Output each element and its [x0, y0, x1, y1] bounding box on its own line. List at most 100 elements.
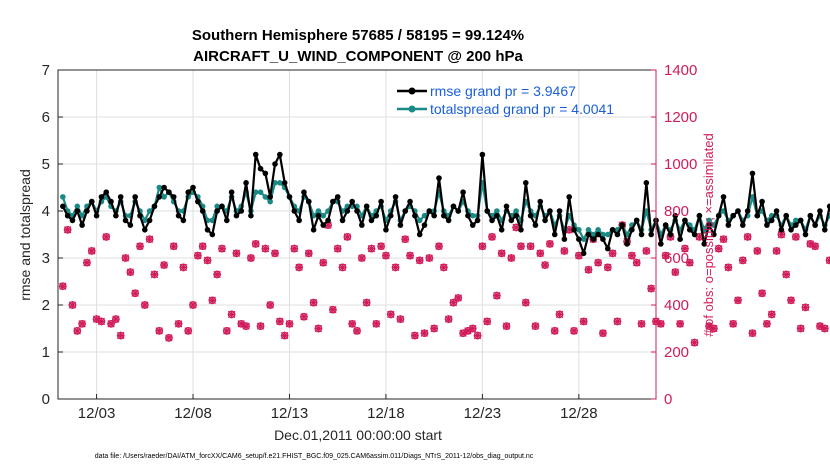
rmse-point [257, 165, 264, 172]
obs-assimilated-point [710, 324, 718, 333]
y-axis-right: 0 200 400 600 800 1000 1200 1400 [651, 62, 697, 408]
obs-assimilated-point [141, 301, 149, 309]
y-axis-left: 0 1 2 3 4 5 6 7 [42, 62, 63, 408]
rmse-point [595, 231, 601, 238]
rmse-point [93, 212, 100, 219]
obs-assimilated-point [107, 320, 115, 328]
rmse-point [117, 194, 124, 200]
obs-assimilated-point [637, 320, 646, 328]
obs-assimilated-point [131, 289, 139, 298]
rmse-point [412, 212, 418, 219]
totalspread-point [494, 208, 500, 214]
legend-rmse-label: rmse grand pr = 3.9467 [430, 83, 576, 99]
y-right-tick-label: 1000 [664, 156, 697, 173]
obs-assimilated-point [729, 320, 737, 328]
obs-assimilated-point [396, 315, 405, 323]
x-tick-label: 12/13 [271, 405, 309, 422]
obs-assimilated-point [816, 322, 824, 330]
rmse-point [436, 175, 442, 181]
y-right-tick-label: 200 [664, 344, 689, 361]
rmse-point [349, 198, 355, 205]
rmse-point [821, 227, 828, 233]
rmse-point [469, 222, 476, 228]
obs-assimilated-point [608, 249, 617, 258]
obs-assimilated-point [632, 258, 641, 267]
rmse-point [84, 208, 90, 214]
rmse-point [754, 212, 761, 219]
y-tick-label: 7 [42, 62, 50, 79]
obs-assimilated-point [449, 298, 458, 307]
rmse-point [248, 212, 254, 219]
x-tick-label: 12/23 [464, 405, 502, 422]
obs-assimilated-point [657, 320, 665, 328]
rmse-point [277, 151, 283, 158]
rmse-point [69, 217, 76, 224]
rmse-point [503, 203, 510, 210]
obs-assimilated-point [705, 322, 713, 330]
y-tick-label: 6 [42, 109, 50, 126]
totalspread-point [146, 208, 153, 214]
totalspread-point [469, 212, 476, 219]
rmse-point [175, 212, 182, 219]
obs-assimilated-point [502, 322, 511, 330]
rmse-point [108, 198, 114, 205]
obs-assimilated-point [319, 258, 328, 267]
obs-assimilated-point [87, 247, 96, 255]
grid [58, 69, 656, 400]
rmse-point [310, 227, 317, 233]
obs-assimilated-point [218, 244, 226, 253]
rmse-point [199, 208, 206, 214]
obs-assimilated-point [493, 291, 501, 300]
rmse-point [373, 212, 380, 219]
obs-assimilated-point [165, 334, 173, 342]
rmse-point [301, 189, 307, 195]
obs-assimilated-point [285, 320, 294, 328]
rmse-point [252, 151, 259, 158]
obs-assimilated-point [295, 263, 303, 272]
obs-assimilated-point [521, 298, 530, 307]
rmse-point [604, 245, 611, 252]
rmse-point [320, 222, 327, 228]
rmse-point [619, 222, 626, 228]
rmse-point [551, 231, 558, 238]
rmse-point [629, 227, 635, 233]
rmse-point [460, 189, 466, 195]
obs-assimilated-point [777, 230, 786, 239]
rmse-point [513, 212, 519, 219]
rmse-point [151, 203, 158, 210]
rmse-point [305, 198, 312, 205]
rmse-point [522, 180, 529, 186]
rmse-point [315, 212, 322, 219]
obs-assimilated-point [787, 296, 795, 305]
rmse-point [127, 222, 134, 228]
rmse-point [339, 217, 346, 224]
rmse-point [735, 208, 741, 214]
rmse-point [281, 180, 288, 186]
rmse-point [137, 212, 143, 219]
rmse-point [445, 217, 452, 224]
obs-assimilated-point [63, 226, 72, 234]
totalspread-point [79, 212, 85, 219]
obs-assimilated-point [570, 327, 578, 335]
obs-assimilated-point [536, 249, 545, 258]
obs-assimilated-point [174, 320, 183, 328]
rmse-point [161, 184, 167, 191]
totalspread-point [421, 212, 428, 219]
obs-assimilated-point [97, 317, 106, 326]
rmse-point [214, 208, 220, 214]
y-tick-label: 1 [42, 344, 50, 361]
rmse-point [166, 189, 172, 195]
obs-assimilated-point [232, 249, 241, 258]
rmse-point [725, 222, 732, 228]
obs-assimilated-point [112, 315, 120, 323]
y-axis-right-label: # of obs: o=possible; ×=assimilated [701, 133, 716, 336]
obs-assimilated-point [473, 331, 482, 340]
y-tick-label: 3 [42, 250, 50, 267]
rmse-point [170, 194, 177, 200]
obs-assimilated-point [406, 251, 414, 260]
totalspread-point [576, 227, 582, 233]
obs-assimilated-point [517, 242, 525, 251]
rmse-point [686, 227, 693, 233]
rmse-point [233, 212, 240, 219]
obs-assimilated-point [690, 338, 699, 347]
